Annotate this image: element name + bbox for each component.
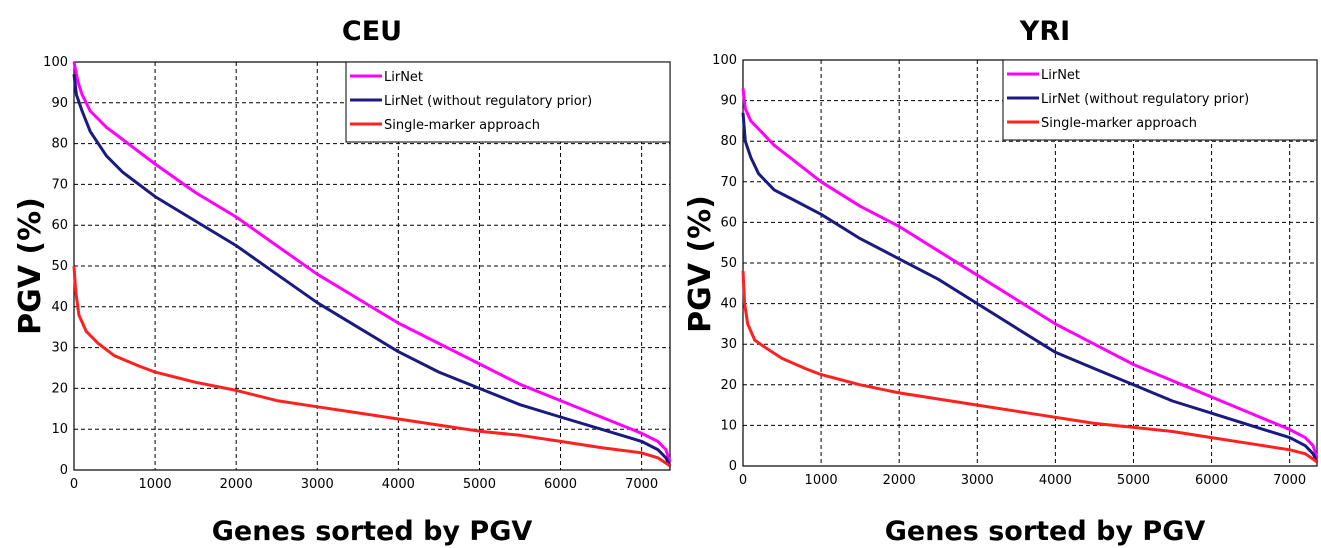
x-tick-label: 2000: [220, 477, 253, 492]
y-tick-label: 80: [51, 137, 68, 152]
series-line: [72, 265, 671, 468]
y-tick-label: 10: [720, 418, 737, 433]
x-tick-label: 0: [739, 473, 747, 488]
y-tick-label: 10: [51, 422, 68, 437]
chart-title: YRI: [1019, 16, 1070, 47]
y-axis-label: PGV (%): [13, 197, 48, 335]
y-tick-label: 60: [720, 215, 737, 230]
y-tick-label: 60: [51, 218, 68, 233]
x-tick-label: 4000: [382, 477, 415, 492]
x-tick-label: 6000: [1195, 473, 1228, 488]
chart-yri: YRI PGV (%) Genes sorted by PGV 0 10 20 30 4…: [683, 16, 1319, 547]
x-axis-label: Genes sorted by PGV: [212, 516, 533, 547]
y-tick-label: 70: [51, 177, 68, 192]
y-tick-label: 20: [51, 381, 68, 396]
series-line: [741, 88, 1319, 459]
y-tick-label: 30: [720, 337, 737, 352]
y-tick-label: 90: [720, 94, 737, 109]
x-tick-label: 1000: [139, 477, 172, 492]
x-tick-label: 6000: [544, 477, 577, 492]
legend-label: LirNet: [1041, 68, 1080, 83]
legend-box: [1002, 59, 1318, 141]
x-tick-label: 1000: [805, 473, 838, 488]
y-tick-label: 90: [51, 96, 68, 111]
x-tick-label: 7000: [1273, 473, 1306, 488]
x-tick-label: 7000: [625, 477, 658, 492]
y-tick-label: 0: [729, 459, 737, 474]
y-tick-label: 100: [712, 53, 737, 68]
x-tick-label: 3000: [301, 477, 334, 492]
y-tick-label: 30: [51, 341, 68, 356]
chart-title: CEU: [342, 16, 402, 47]
y-tick-label: 50: [51, 259, 68, 274]
legend-label: Single-marker approach: [384, 118, 540, 133]
series-line: [741, 112, 1319, 463]
chart-ceu: CEU PGV (%) Genes sorted by PGV 0 10 20 30 4…: [13, 16, 672, 547]
y-tick-label: 20: [720, 378, 737, 393]
y-tick-label: 40: [720, 297, 737, 312]
x-tick-label: 0: [70, 477, 78, 492]
x-axis-label: Genes sorted by PGV: [885, 516, 1206, 547]
x-tick-label: 5000: [463, 477, 496, 492]
x-tick-label: 5000: [1117, 473, 1150, 488]
legend-label: Single-marker approach: [1041, 116, 1197, 131]
legend-label: LirNet: [384, 70, 423, 85]
series-line: [72, 74, 672, 467]
y-tick-label: 100: [43, 55, 68, 70]
y-tick-label: 0: [60, 463, 68, 478]
x-tick-label: 3000: [961, 473, 994, 488]
legend-box: [345, 61, 671, 143]
x-tick-label: 2000: [883, 473, 916, 488]
y-axis-label: PGV (%): [683, 195, 718, 333]
series-line: [72, 61, 672, 463]
y-tick-label: 70: [720, 175, 737, 190]
legend-label: LirNet (without regulatory prior): [384, 94, 592, 109]
y-tick-label: 80: [720, 134, 737, 149]
y-tick-label: 40: [51, 300, 68, 315]
x-tick-label: 4000: [1039, 473, 1072, 488]
legend-label: LirNet (without regulatory prior): [1041, 92, 1249, 107]
y-tick-label: 50: [720, 256, 737, 271]
series-line: [741, 271, 1318, 464]
